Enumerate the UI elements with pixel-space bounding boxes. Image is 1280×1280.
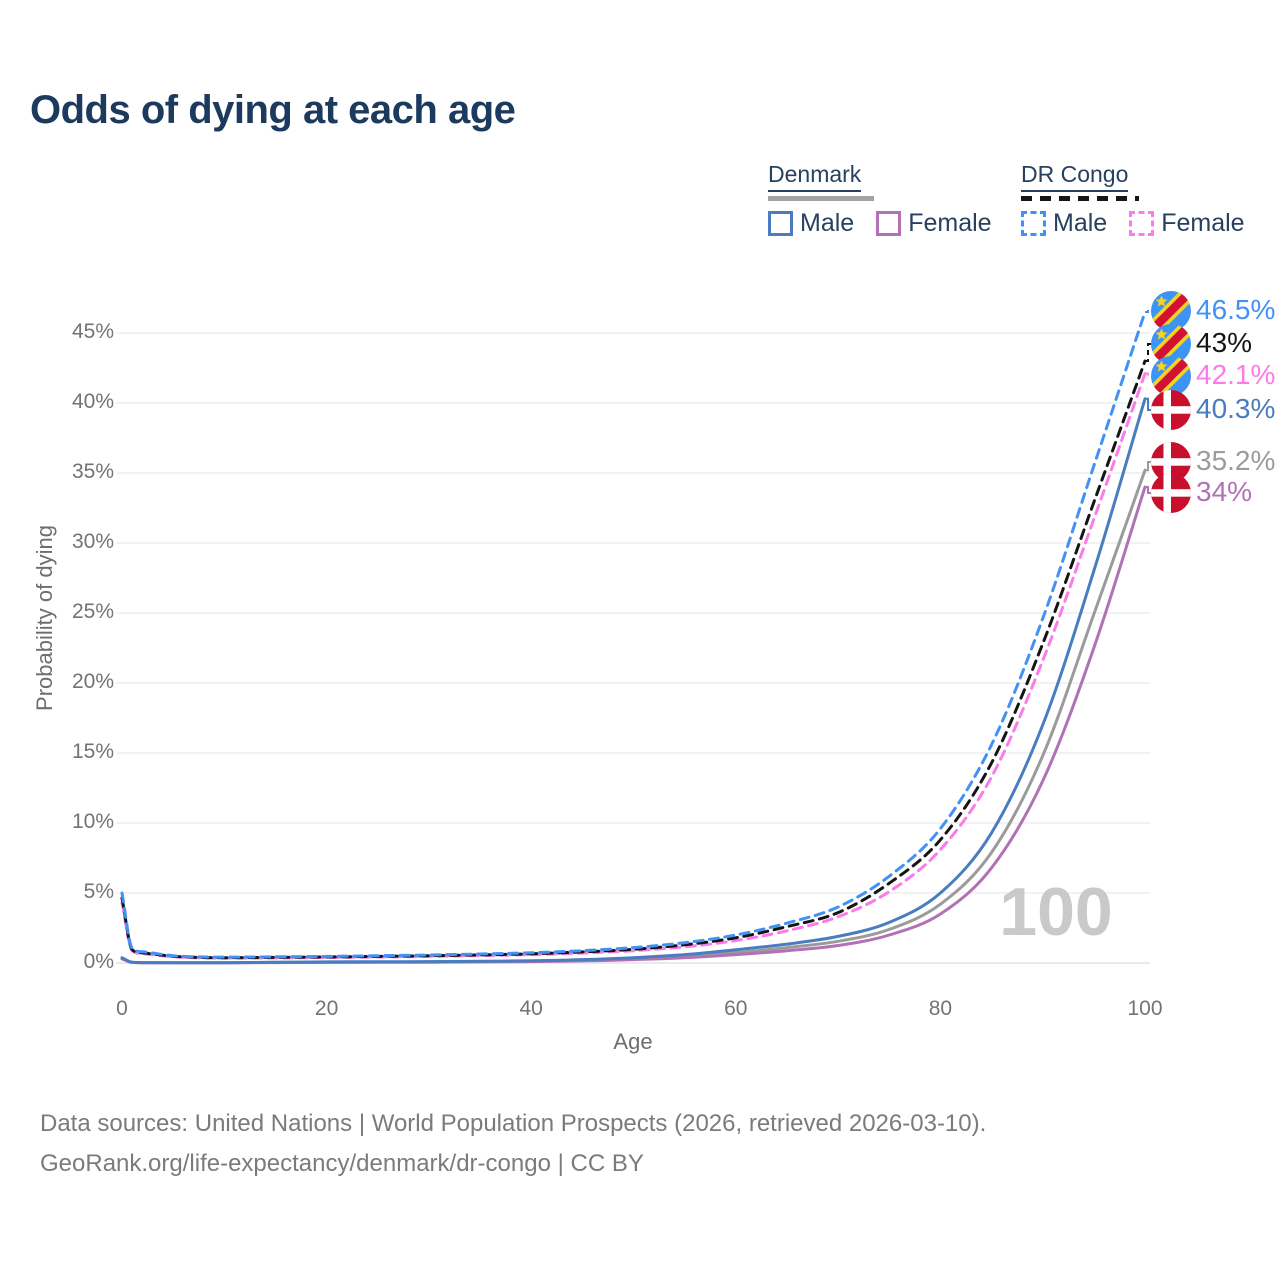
hover-age-watermark: 100 [999,874,1113,950]
y-tick-label: 15% [71,740,114,763]
series-line-denmark-female[interactable] [120,485,1147,965]
legend-country-denmark-label: Denmark [768,161,862,192]
denmark-line-sample-icon [768,196,874,201]
end-label-connector [1145,461,1153,472]
series-line-denmark[interactable] [120,468,1147,965]
end-value-label: 43% [1196,327,1253,358]
dr-congo-flag-icon [1151,356,1191,396]
y-tick-label: 20% [71,670,114,693]
legend-items-dr-congo: Male Female [1021,209,1245,238]
legend-country-denmark[interactable]: Denmark [768,161,992,201]
denmark-flag-icon [1151,473,1191,513]
y-tick-label: 45% [71,320,114,343]
dr-congo-line-sample-icon [1021,196,1139,201]
checkbox-icon[interactable] [768,211,793,236]
x-tick-label: 20 [314,997,339,1020]
end-label-connector [1145,310,1153,313]
footer: Data sources: United Nations | World Pop… [40,1104,986,1184]
y-tick-label: 5% [83,880,114,903]
end-value-label: 34% [1196,476,1253,507]
x-tick-label: 80 [928,997,953,1020]
legend-item-denmark-male[interactable]: Male [768,209,854,238]
legend-item-label: Female [1161,209,1245,237]
legend-item-label: Female [908,209,992,237]
x-tick-label: 60 [724,997,748,1020]
y-tick-label: 25% [71,600,114,623]
y-tick-label: 30% [71,530,114,553]
series-line-denmark-male[interactable] [120,397,1147,965]
legend-item-denmark-female[interactable]: Female [876,209,992,238]
x-tick-label: 40 [519,997,543,1020]
legend-items-denmark: Male Female [768,209,992,238]
legend-item-label: Male [800,209,855,237]
series-line-dr-congo-male[interactable] [120,310,1147,959]
checkbox-icon[interactable] [876,211,902,236]
x-tick-label: 100 [1127,997,1163,1020]
legend-item-label: Male [1053,209,1108,237]
end-label-connector [1145,486,1153,494]
end-label-connector [1145,397,1153,411]
end-label-connector [1145,343,1153,362]
end-value-label: 35.2% [1196,445,1276,476]
legend-item-dr-congo-male[interactable]: Male [1021,209,1107,238]
legend-group-dr-congo: DR Congo Male Female [1021,161,1245,238]
denmark-flag-icon [1151,390,1191,430]
end-value-label: 40.3% [1196,393,1276,424]
y-tick-label: 0% [83,950,114,973]
footer-data-sources: Data sources: United Nations | World Pop… [40,1110,987,1137]
legend-group-denmark: Denmark Male Female [768,161,992,238]
legend-country-dr-congo-label: DR Congo [1021,161,1129,192]
y-tick-label: 35% [71,460,114,483]
series-line-dr-congo-female[interactable] [120,372,1147,960]
end-label-connector [1145,372,1153,377]
checkbox-icon[interactable] [1129,211,1155,236]
y-tick-label: 10% [71,810,114,833]
legend-country-dr-congo[interactable]: DR Congo [1021,161,1245,201]
y-tick-label: 40% [71,390,114,413]
checkbox-icon[interactable] [1021,211,1046,236]
x-tick-label: 0 [116,997,128,1020]
footer-attribution: GeoRank.org/life-expectancy/denmark/dr-c… [40,1150,644,1177]
x-axis-title: Age [613,1029,653,1054]
end-value-label: 42.1% [1196,359,1276,390]
legend-item-dr-congo-female[interactable]: Female [1129,209,1245,238]
page-title: Odds of dying at each age [30,88,516,132]
end-value-label: 46.5% [1196,294,1276,325]
